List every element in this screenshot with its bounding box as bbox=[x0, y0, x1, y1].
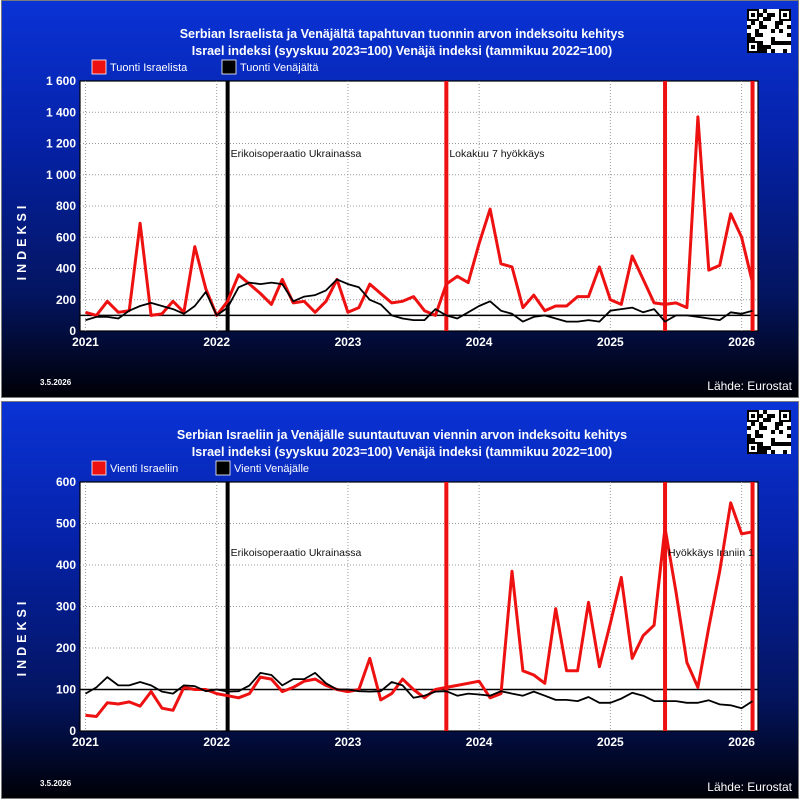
x-tick-label: 2022 bbox=[203, 335, 230, 349]
y-tick-label: 1 600 bbox=[46, 74, 76, 88]
x-tick-label: 2025 bbox=[597, 735, 624, 749]
x-tick-label: 2023 bbox=[335, 335, 362, 349]
event-label: Hyökkäys Iraniin 1 bbox=[668, 547, 754, 559]
import-chart-panel: Serbian Israelista ja Venäjältä tapahtuv… bbox=[1, 0, 799, 398]
y-axis-label: INDEKSI bbox=[15, 202, 29, 281]
legend-swatch bbox=[221, 59, 237, 75]
y-tick-label: 0 bbox=[69, 724, 76, 738]
series-line-russia bbox=[85, 278, 753, 323]
event-label: Erikoisoperaatio Ukrainassa bbox=[231, 148, 362, 160]
x-tick-label: 2026 bbox=[728, 335, 755, 349]
y-tick-label: 500 bbox=[56, 517, 76, 531]
legend-label: Vienti Venäjälle bbox=[234, 463, 309, 475]
legend-label: Tuonti Venäjältä bbox=[240, 62, 319, 74]
date-label: 3.5.2026 bbox=[40, 378, 72, 387]
y-tick-label: 300 bbox=[56, 600, 76, 614]
y-tick-label: 400 bbox=[56, 558, 76, 572]
legend-swatch bbox=[91, 460, 107, 476]
legend: Tuonti Israelista Tuonti Venäjältä bbox=[91, 59, 319, 75]
y-tick-label: 0 bbox=[69, 324, 76, 338]
chart-title-line-1: Serbian Israelista ja Venäjältä tapahtuv… bbox=[180, 27, 625, 41]
y-axis-label: INDEKSI bbox=[15, 598, 29, 677]
y-tick-label: 1 000 bbox=[46, 168, 76, 182]
y-tick-label: 100 bbox=[56, 683, 76, 697]
x-tick-label: 2024 bbox=[466, 735, 493, 749]
y-tick-label: 600 bbox=[56, 230, 76, 244]
legend: Vienti Israeliin Vienti Venäjälle bbox=[91, 460, 309, 476]
event-label: Erikoisoperaatio Ukrainassa bbox=[231, 547, 362, 559]
x-tick-label: 2025 bbox=[597, 335, 624, 349]
plot-area: Erikoisoperaatio Ukrainassa Hyökkäys Iran… bbox=[79, 481, 759, 732]
y-tick-label: 1 400 bbox=[46, 105, 76, 119]
series-line-israel bbox=[85, 115, 754, 317]
source-label: Lähde: Eurostat bbox=[707, 379, 792, 393]
y-tick-label: 1 200 bbox=[46, 137, 76, 151]
legend-swatch bbox=[91, 59, 107, 75]
qr-code-icon bbox=[747, 9, 791, 53]
date-label: 3.5.2026 bbox=[40, 779, 72, 788]
legend-swatch bbox=[215, 460, 231, 476]
y-tick-label: 200 bbox=[56, 641, 76, 655]
y-tick-label: 800 bbox=[56, 199, 76, 213]
series-line-israel bbox=[85, 501, 753, 718]
y-tick-label: 200 bbox=[56, 293, 76, 307]
import-chart: Serbian Israelista ja Venäjältä tapahtuv… bbox=[15, 9, 793, 393]
plot-area: Erikoisoperaatio Ukrainassa Lokakuu 7 hyö… bbox=[79, 80, 759, 332]
chart-title-line-1: Serbian Israeliin ja Venäjälle suuntautu… bbox=[177, 428, 627, 442]
event-label: Lokakuu 7 hyökkäys bbox=[449, 148, 544, 160]
export-chart-panel: Serbian Israeliin ja Venäjälle suuntautu… bbox=[1, 401, 799, 799]
legend-label: Tuonti Israelista bbox=[110, 62, 188, 74]
x-tick-label: 2021 bbox=[72, 335, 99, 349]
x-tick-label: 2024 bbox=[466, 335, 493, 349]
series-line-russia bbox=[85, 671, 753, 710]
x-tick-label: 2026 bbox=[728, 735, 755, 749]
y-tick-label: 400 bbox=[56, 262, 76, 276]
chart-title-line-2: Israel indeksi (syyskuu 2023=100) Venäjä… bbox=[192, 445, 612, 459]
legend-label: Vienti Israeliin bbox=[110, 463, 178, 475]
chart-title-line-2: Israel indeksi (syyskuu 2023=100) Venäjä… bbox=[192, 44, 612, 58]
x-tick-label: 2023 bbox=[335, 735, 362, 749]
x-tick-label: 2021 bbox=[72, 735, 99, 749]
y-tick-label: 600 bbox=[56, 475, 76, 489]
source-label: Lähde: Eurostat bbox=[707, 780, 792, 794]
qr-code-icon bbox=[747, 410, 791, 454]
x-tick-label: 2022 bbox=[203, 735, 230, 749]
export-chart: Serbian Israeliin ja Venäjälle suuntautu… bbox=[15, 410, 793, 794]
